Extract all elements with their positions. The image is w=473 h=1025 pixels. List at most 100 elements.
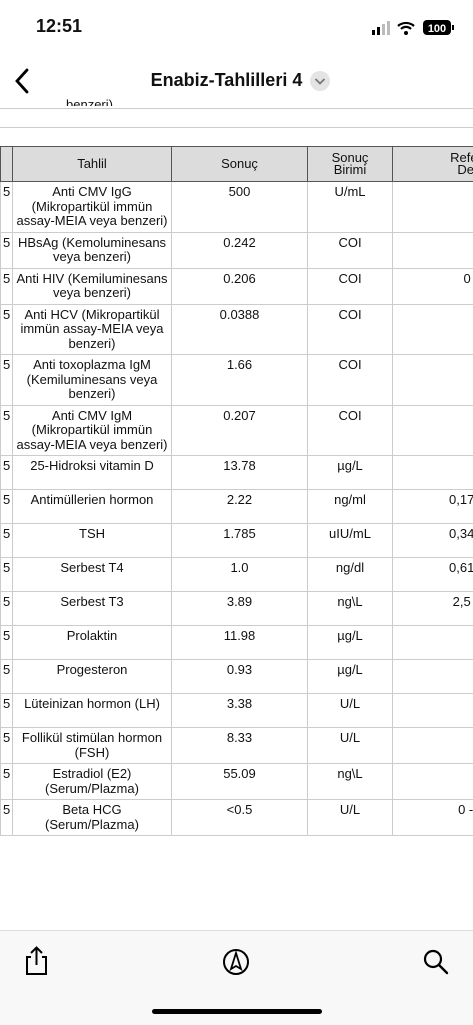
reference-range: 0,61 - 1,1: [393, 558, 473, 592]
test-name: Serbest T3: [13, 592, 172, 626]
test-name: 25-Hidroksi vitamin D: [13, 456, 172, 490]
date-cell: 5: [1, 456, 13, 490]
empty-cell: [393, 456, 473, 490]
result-value: 3.38: [172, 694, 308, 728]
search-button[interactable]: [421, 947, 451, 977]
test-name: Anti CMV IgM (Mikropartikül immün assay-…: [13, 405, 172, 456]
test-name: Estradiol (E2) (Serum/Plazma): [13, 764, 172, 800]
unit: uIU/mL: [308, 524, 393, 558]
result-value: 11.98: [172, 626, 308, 660]
unit: ng\L: [308, 592, 393, 626]
test-name: Prolaktin: [13, 626, 172, 660]
date-cell: 5: [1, 268, 13, 304]
date-cell: 5: [1, 355, 13, 406]
unit: ng\L: [308, 764, 393, 800]
test-name: Follikül stimülan hormon (FSH): [13, 728, 172, 764]
date-cell: 5: [1, 524, 13, 558]
result-value: <0.5: [172, 800, 308, 836]
unit: U/L: [308, 694, 393, 728]
header-cell: [1, 147, 13, 182]
date-cell: 5: [1, 182, 13, 233]
test-name: Lüteinizan hormon (LH): [13, 694, 172, 728]
date-cell: 5: [1, 592, 13, 626]
header-label: Referans Değeri: [450, 152, 473, 176]
empty-cell: [393, 694, 473, 728]
empty-cell: [393, 660, 473, 694]
home-indicator: [152, 1009, 322, 1014]
test-name: Beta HCG (Serum/Plazma): [13, 800, 172, 836]
result-value: 8.33: [172, 728, 308, 764]
empty-cell: [393, 304, 473, 355]
result-value: 500: [172, 182, 308, 233]
date-cell: 5: [1, 304, 13, 355]
result-value: 13.78: [172, 456, 308, 490]
unit: ng/dl: [308, 558, 393, 592]
divider: [0, 127, 473, 128]
header-label: Tahlil: [77, 158, 107, 170]
test-name: HBsAg (Kemoluminesans veya benzeri): [13, 232, 172, 268]
date-cell: 5: [1, 490, 13, 524]
share-button[interactable]: [22, 945, 52, 977]
unit: COI: [308, 232, 393, 268]
unit: COI: [308, 304, 393, 355]
unit: COI: [308, 355, 393, 406]
unit: ng/ml: [308, 490, 393, 524]
result-value: 0.242: [172, 232, 308, 268]
header-label: Sonuç Birimi: [332, 152, 369, 176]
unit: µg/L: [308, 660, 393, 694]
row-fragment: benzeri): [66, 92, 113, 106]
test-name: Anti HCV (Mikropartikül immün assay-MEIA…: [13, 304, 172, 355]
date-cell: 5: [1, 232, 13, 268]
test-name: TSH: [13, 524, 172, 558]
status-time: 12:51: [36, 16, 82, 37]
date-cell: 5: [1, 405, 13, 456]
header-cell: Tahlil: [13, 147, 172, 182]
nav-title[interactable]: Enabiz-Tahlilleri 4: [151, 70, 303, 90]
status-icons: 100: [370, 18, 460, 38]
result-value: 3.89: [172, 592, 308, 626]
reference-range: 0 - 2,9: [393, 800, 473, 836]
reference-range: 0,34 - 5,8: [393, 524, 473, 558]
result-value: 0.206: [172, 268, 308, 304]
compass-button[interactable]: [221, 947, 251, 977]
result-value: 1.0: [172, 558, 308, 592]
unit: COI: [308, 268, 393, 304]
date-cell: 5: [1, 626, 13, 660]
empty-cell: [393, 232, 473, 268]
title-dropdown[interactable]: [309, 70, 331, 92]
reference-range: 0 - 1: [393, 268, 473, 304]
empty-cell: [393, 728, 473, 764]
unit: U/L: [308, 800, 393, 836]
header-cell: Sonuç Birimi: [308, 147, 393, 182]
empty-cell: [393, 182, 473, 233]
result-value: 2.22: [172, 490, 308, 524]
empty-cell: [393, 355, 473, 406]
test-name: Antimüllerien hormon: [13, 490, 172, 524]
date-cell: 5: [1, 800, 13, 836]
test-name: Progesteron: [13, 660, 172, 694]
test-name: Anti HIV (Kemiluminesans veya benzeri): [13, 268, 172, 304]
result-value: 1.785: [172, 524, 308, 558]
test-name: Anti CMV IgG (Mikropartikül immün assay-…: [13, 182, 172, 233]
empty-cell: [393, 626, 473, 660]
date-cell: 5: [1, 558, 13, 592]
empty-cell: [393, 764, 473, 800]
